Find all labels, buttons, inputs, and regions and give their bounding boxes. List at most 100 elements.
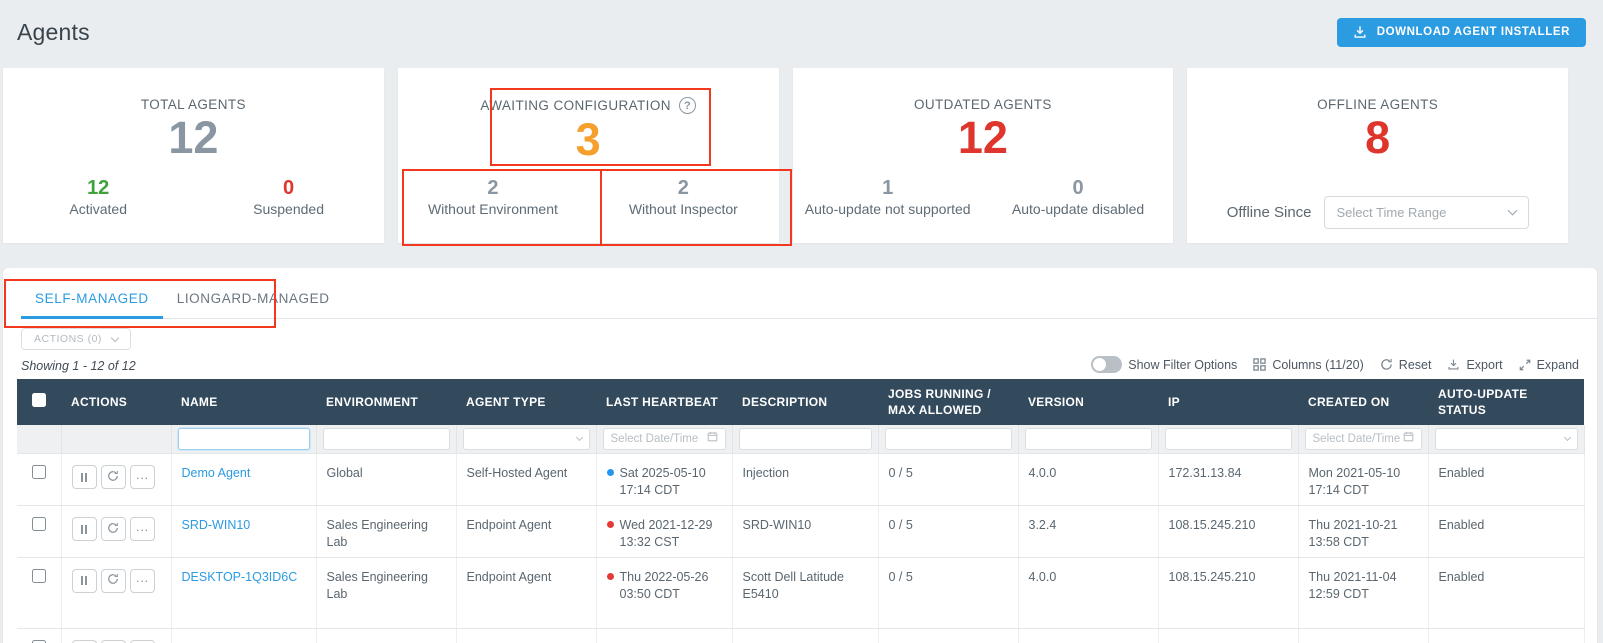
columns-button[interactable]: Columns (11/20) — [1253, 358, 1364, 372]
row-checkbox[interactable] — [31, 568, 46, 583]
refresh-icon — [107, 470, 119, 485]
managed-tabs: SELF-MANAGED LIONGARD-MANAGED — [21, 282, 1597, 319]
help-icon[interactable]: ? — [678, 97, 696, 114]
agent-name-link[interactable]: DESKTOP-1Q3ID6C — [181, 569, 298, 584]
status-dot — [606, 572, 614, 580]
last-heartbeat-filter-date[interactable]: Select Date/Time — [602, 428, 726, 451]
environment-cell: Global — [316, 453, 457, 507]
table-row: ··· SRD-WIN10 Sales Engineering Lab Endp… — [17, 505, 1585, 558]
refresh-icon — [107, 522, 119, 537]
name-filter-input[interactable] — [177, 428, 310, 451]
column-header-environment[interactable]: ENVIRONMENT — [316, 379, 456, 426]
jobs-filter-input[interactable] — [884, 428, 1012, 451]
row-checkbox[interactable] — [31, 639, 46, 643]
more-actions-button[interactable]: ··· — [129, 517, 155, 542]
jobs-cell: 0 / 5 — [878, 505, 1019, 558]
expand-button[interactable]: Expand — [1519, 358, 1579, 372]
refresh-icon — [107, 573, 119, 588]
column-header-auto-update-status[interactable]: AUTO-UPDATE STATUS — [1428, 379, 1584, 426]
reset-button[interactable]: Reset — [1380, 358, 1431, 372]
select-all-checkbox[interactable] — [32, 393, 46, 408]
without-inspector-stat[interactable]: 2 Without Inspector — [628, 177, 738, 217]
version-cell: 4.0.0 — [1018, 453, 1159, 507]
column-header-agent-type[interactable]: AGENT TYPE — [456, 379, 596, 426]
row-checkbox[interactable] — [31, 465, 46, 480]
pause-agent-button[interactable] — [71, 639, 97, 643]
column-header-jobs[interactable]: JOBS RUNNING / MAX ALLOWED — [878, 379, 1018, 426]
card-title: AWAITING CONFIGURATION — [480, 98, 671, 113]
auto-update-filter-select[interactable] — [1434, 428, 1578, 451]
pause-icon — [80, 524, 88, 534]
download-agent-installer-button[interactable]: DOWNLOAD AGENT INSTALLER — [1336, 17, 1586, 47]
agent-name-link[interactable]: Demo Agent — [181, 466, 251, 481]
export-button[interactable]: Export — [1447, 358, 1503, 372]
more-actions-button[interactable]: ··· — [129, 465, 155, 490]
column-header-actions[interactable]: ACTIONS — [61, 379, 171, 426]
without-environment-stat[interactable]: 2 Without Environment — [427, 177, 558, 217]
auto-update-not-supported-stat[interactable]: 1 Auto-update not supported — [804, 177, 971, 217]
activated-stat[interactable]: 12 Activated — [69, 177, 127, 217]
export-icon — [1447, 358, 1460, 371]
column-header-description[interactable]: DESCRIPTION — [732, 379, 878, 426]
agent-type-filter-select[interactable] — [462, 428, 590, 451]
column-header-ip[interactable]: IP — [1158, 379, 1298, 426]
version-cell: 3.2.4 — [1018, 505, 1159, 558]
more-icon: ··· — [135, 521, 149, 537]
auto-update-cell: Enabled — [1428, 453, 1585, 507]
ip-cell: 172.31.13.84 — [1158, 453, 1299, 507]
column-header-version[interactable]: VERSION — [1018, 379, 1158, 426]
pause-agent-button[interactable] — [71, 517, 97, 542]
ip-cell: 108.15.245.210 — [1158, 557, 1299, 629]
description-filter-input[interactable] — [738, 428, 872, 451]
column-header-last-heartbeat[interactable]: LAST HEARTBEAT — [596, 379, 732, 426]
status-dot — [606, 521, 614, 529]
column-header-name[interactable]: NAME — [171, 379, 316, 426]
restart-agent-button[interactable] — [100, 517, 126, 542]
restart-agent-button[interactable] — [100, 639, 126, 643]
suspended-stat[interactable]: 0 Suspended — [253, 177, 324, 217]
pause-agent-button[interactable] — [71, 568, 97, 593]
tab-self-managed[interactable]: SELF-MANAGED — [21, 282, 163, 319]
created-on-filter-date[interactable]: Select Date/Time — [1304, 428, 1422, 451]
filter-row: Select Date/Time Select Date/Time — [17, 425, 1585, 455]
offline-agents-value: 8 — [1365, 112, 1391, 163]
row-checkbox[interactable] — [31, 517, 46, 532]
agent-name-link[interactable]: SRD-WIN10 — [181, 518, 251, 533]
description-cell: SRD-WIN10 — [732, 505, 879, 558]
chevron-down-icon — [1507, 205, 1517, 216]
agent-type-cell: Endpoint Agent — [456, 505, 597, 558]
offline-since-label: Offline Since — [1226, 204, 1312, 222]
restart-agent-button[interactable] — [100, 568, 126, 593]
jobs-cell: 0 / 5 — [878, 453, 1019, 507]
stat-card-offline-agents: OFFLINE AGENTS 8 Offline Since Select Ti… — [1187, 68, 1568, 243]
more-actions-button[interactable]: ··· — [129, 639, 155, 643]
created-on-cell: Mon 2021-05-10 17:14 CDT — [1298, 453, 1429, 507]
stat-cards-row: TOTAL AGENTS 12 12 Activated 0 Suspended… — [0, 64, 1603, 243]
actions-dropdown-button[interactable]: ACTIONS (0) — [21, 328, 131, 350]
ip-filter-input[interactable] — [1164, 428, 1292, 451]
tab-liongard-managed[interactable]: LIONGARD-MANAGED — [176, 291, 330, 306]
total-agents-value: 12 — [168, 112, 219, 163]
card-title: OFFLINE AGENTS — [1317, 97, 1439, 112]
auto-update-disabled-stat[interactable]: 0 Auto-update disabled — [1011, 177, 1145, 217]
showing-count: Showing 1 - 12 of 12 — [21, 359, 136, 373]
restart-agent-button[interactable] — [100, 465, 126, 490]
status-dot — [606, 469, 614, 477]
pause-icon — [80, 576, 88, 586]
table-row: ··· DESKTOP-1Q3ID6C Sales Engineering La… — [17, 557, 1585, 629]
more-icon: ··· — [135, 469, 149, 485]
reset-icon — [1380, 358, 1393, 371]
version-filter-input[interactable] — [1024, 428, 1152, 451]
agents-table-panel: SELF-MANAGED LIONGARD-MANAGED ACTIONS (0… — [3, 268, 1597, 643]
filter-toggle[interactable] — [1091, 356, 1123, 373]
more-actions-button[interactable]: ··· — [129, 568, 155, 593]
pause-agent-button[interactable] — [71, 465, 97, 490]
offline-since-select[interactable]: Select Time Range — [1323, 196, 1529, 230]
calendar-icon — [707, 431, 718, 448]
column-header-created-on[interactable]: CREATED ON — [1298, 379, 1428, 426]
created-on-cell: Thu 2021-10-21 13:58 CDT — [1298, 505, 1429, 558]
auto-update-cell: Enabled — [1428, 505, 1585, 558]
more-icon: ··· — [135, 573, 149, 589]
environment-filter-input[interactable] — [322, 428, 450, 451]
description-cell: Scott Dell Latitude E5410 — [732, 557, 879, 629]
